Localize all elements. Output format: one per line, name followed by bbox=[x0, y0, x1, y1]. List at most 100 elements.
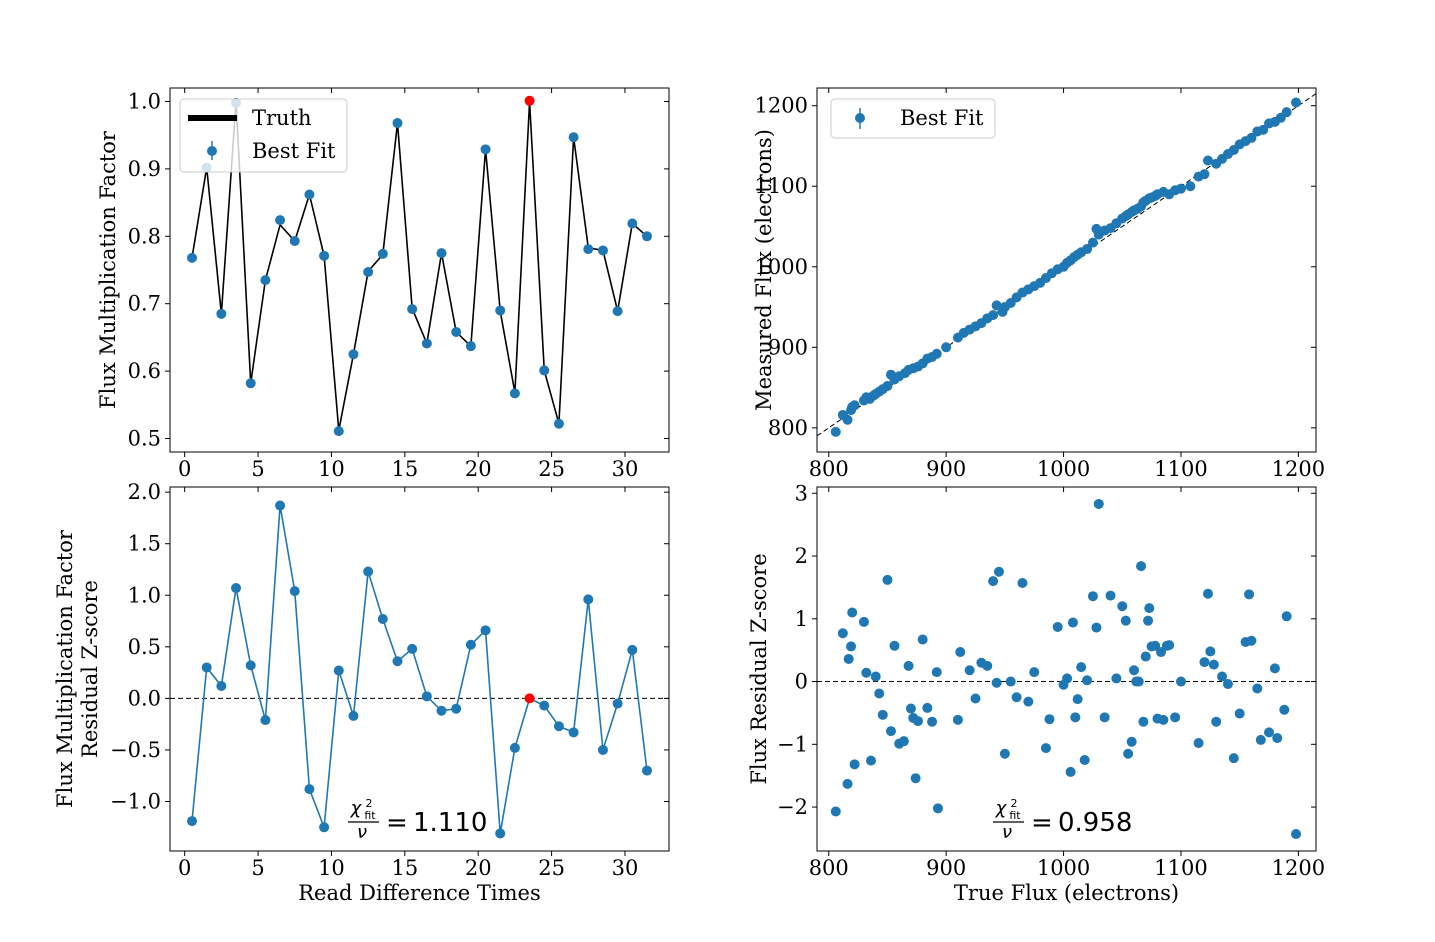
scatter-point bbox=[882, 574, 893, 585]
best-fit-point bbox=[348, 349, 359, 360]
scatter-point bbox=[991, 300, 1002, 311]
panel-bottom-left: 0 5 10 15 20 25 30 −1.0 −0.5 0.0 0.5 1.0 1.5 2.0 Read … bbox=[53, 480, 670, 905]
chi2-symbol: χ bbox=[350, 798, 363, 819]
residual-point bbox=[333, 665, 344, 676]
scatter-point bbox=[1199, 169, 1210, 180]
scatter-point bbox=[861, 667, 872, 678]
scatter-point bbox=[866, 755, 877, 766]
scatter-point bbox=[1175, 676, 1186, 687]
residual-point bbox=[480, 625, 491, 636]
best-fit-point bbox=[480, 144, 491, 155]
scatter-point bbox=[843, 653, 854, 664]
scatter-point bbox=[898, 736, 909, 747]
x-tick-label: 25 bbox=[538, 856, 565, 880]
x-tick-label: 1100 bbox=[1154, 856, 1207, 880]
y-tick-label: 2 bbox=[795, 544, 808, 568]
residual-point bbox=[421, 691, 432, 702]
best-fit-point bbox=[407, 304, 418, 315]
best-fit-point bbox=[392, 118, 403, 129]
scatter-point bbox=[1264, 727, 1275, 738]
scatter-point bbox=[912, 716, 923, 727]
scatter-point bbox=[1202, 588, 1213, 599]
y-tick-label: 0.7 bbox=[128, 292, 161, 316]
scatter-point bbox=[885, 726, 896, 737]
x-tick-label: 30 bbox=[612, 856, 639, 880]
y-tick-label: 2.0 bbox=[128, 480, 161, 504]
axes-frame bbox=[169, 486, 670, 852]
best-fit-point bbox=[612, 306, 623, 317]
scatter-point bbox=[1143, 615, 1154, 626]
scatter-point bbox=[1140, 651, 1151, 662]
chi2-symbol: χ bbox=[995, 798, 1008, 819]
best-fit-point bbox=[436, 248, 447, 259]
chi2-equals: = bbox=[386, 808, 408, 838]
scatter-point bbox=[1246, 132, 1257, 143]
best-fit-point bbox=[421, 338, 432, 349]
scatter-point bbox=[964, 665, 975, 676]
x-tick-label: 10 bbox=[318, 856, 345, 880]
scatter-point bbox=[1120, 615, 1131, 626]
x-tick-label: 1000 bbox=[1037, 856, 1090, 880]
scatter-point bbox=[931, 667, 942, 678]
scatter-point bbox=[1029, 667, 1040, 678]
panel-bottom-right: 800 900 1000 1100 1200 −2 −1 0 1 2 3 True Flux (ele… bbox=[747, 481, 1325, 905]
y-tick-label: 1.0 bbox=[128, 89, 161, 113]
scatter-point bbox=[1246, 635, 1257, 646]
chi2-superscript: 2 bbox=[1011, 797, 1018, 810]
y-tick-label: 0.6 bbox=[128, 359, 161, 383]
y-axis-label: Flux Residual Z-score bbox=[747, 553, 771, 784]
scatter-point bbox=[1175, 183, 1186, 194]
residual-point bbox=[216, 681, 227, 692]
scatter-point bbox=[1082, 244, 1093, 255]
y-tick-label: 0.9 bbox=[128, 157, 161, 181]
residual-point bbox=[568, 727, 579, 738]
scatter-point bbox=[1105, 590, 1116, 601]
scatter-point bbox=[1065, 766, 1076, 777]
scatter-point bbox=[1017, 578, 1028, 589]
scatter-point bbox=[1072, 694, 1083, 705]
y-axis-label-line: Residual Z-score bbox=[78, 580, 102, 758]
scatter-point bbox=[1129, 665, 1140, 676]
scatter-point bbox=[1044, 714, 1055, 725]
panel-top-left: 0 5 10 15 20 25 30 0.5 0.6 0.7 0.8 0.9 1.0 Flux Multi… bbox=[96, 87, 670, 481]
scatter-point bbox=[1158, 714, 1169, 725]
y-tick-label: 0.5 bbox=[128, 427, 161, 451]
scatter-point bbox=[1087, 591, 1098, 602]
scatter-point bbox=[1126, 736, 1137, 747]
y-axis-label: Flux Multiplication FactorResidual Z-sco… bbox=[53, 529, 102, 808]
best-fit-point bbox=[289, 236, 300, 247]
legend-truth-label: Truth bbox=[252, 106, 312, 130]
truth-line bbox=[191, 101, 648, 431]
scatter-point bbox=[993, 566, 1004, 577]
scatter-point bbox=[1193, 738, 1204, 749]
scatter-point bbox=[842, 778, 853, 789]
scatter-point bbox=[849, 400, 860, 411]
residual-point bbox=[231, 583, 242, 594]
chi2-superscript: 2 bbox=[366, 797, 373, 810]
scatter-point bbox=[842, 414, 853, 425]
x-tick-label: 900 bbox=[926, 856, 966, 880]
scatter-point bbox=[927, 716, 938, 727]
y-tick-label: 1200 bbox=[755, 94, 808, 118]
scatter-point bbox=[1252, 683, 1263, 694]
chi2-denominator: ν bbox=[357, 822, 367, 843]
residual-point bbox=[304, 784, 315, 795]
y-tick-label: 0.5 bbox=[128, 635, 161, 659]
scatter-point bbox=[1091, 622, 1102, 633]
scatter-point bbox=[1255, 734, 1266, 745]
residual-point bbox=[641, 765, 652, 776]
best-fit-point bbox=[187, 252, 198, 263]
x-tick-label: 15 bbox=[391, 457, 418, 481]
scatter-point bbox=[830, 426, 841, 437]
residual-point bbox=[436, 705, 447, 716]
chi2-denominator: ν bbox=[1002, 822, 1012, 843]
residual-point bbox=[524, 693, 535, 704]
scatter-point bbox=[1156, 647, 1167, 658]
scatter-point bbox=[1082, 675, 1093, 686]
x-tick-label: 1200 bbox=[1272, 856, 1325, 880]
scatter-point bbox=[1234, 708, 1245, 719]
scatter-point bbox=[1222, 679, 1233, 690]
best-fit-point bbox=[465, 341, 476, 352]
